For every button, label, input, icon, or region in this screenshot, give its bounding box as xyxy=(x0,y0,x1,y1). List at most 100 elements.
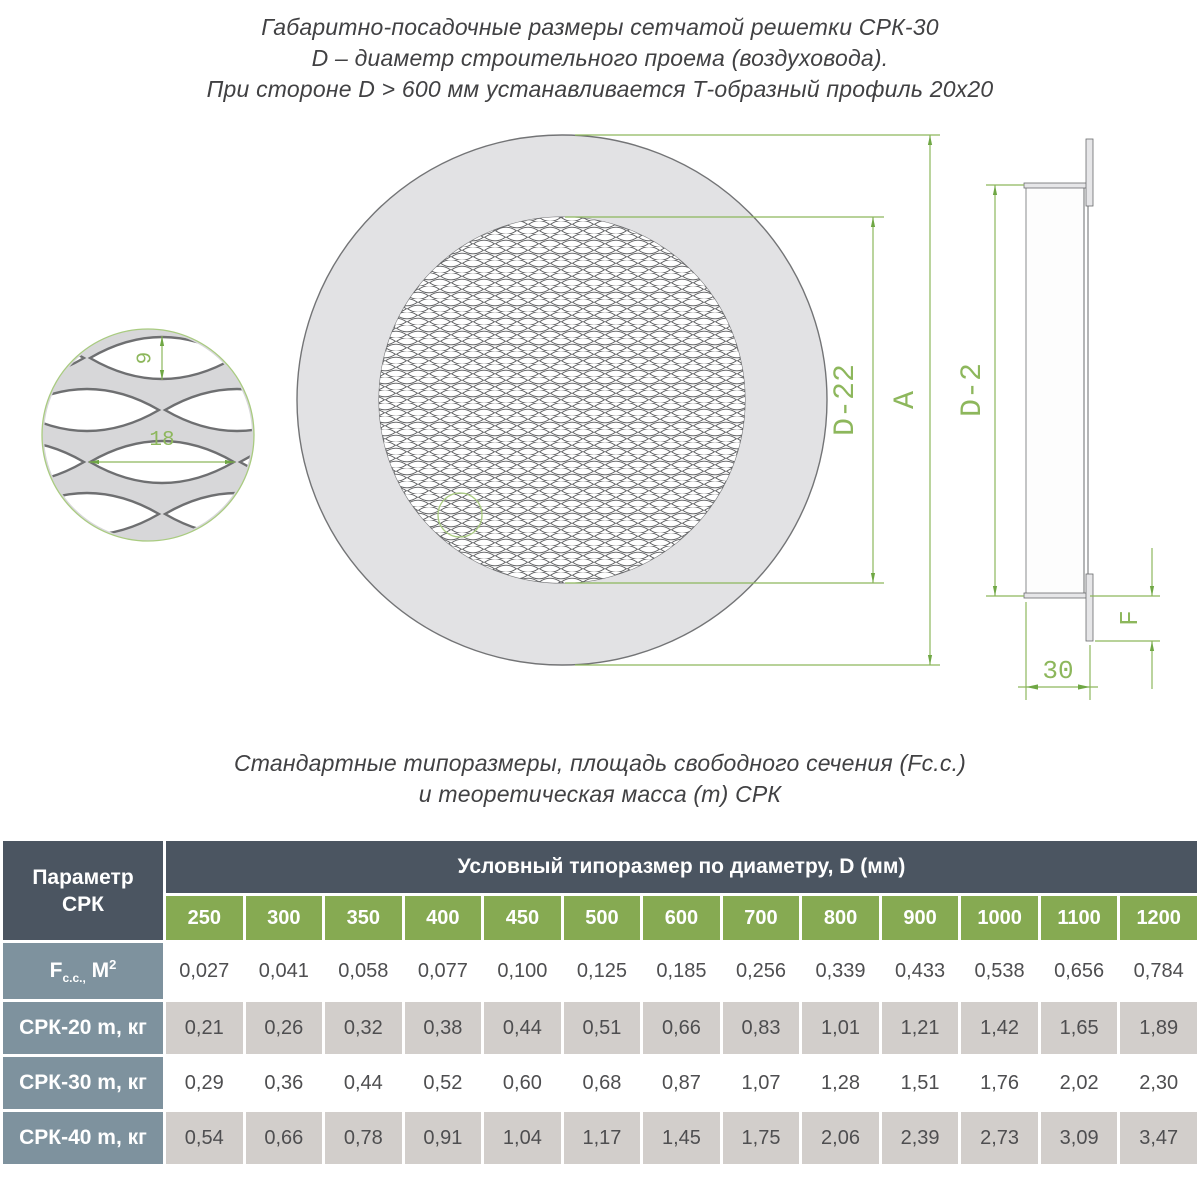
value-cell: 0,38 xyxy=(404,1002,482,1054)
table-caption: Стандартные типоразмеры, площадь свободн… xyxy=(0,748,1200,810)
row-label-fss: Fс.с., М2 xyxy=(3,943,163,999)
mesh-pattern-large xyxy=(44,331,252,539)
size-header-cell: 450 xyxy=(484,896,561,940)
value-cell: 1,75 xyxy=(722,1112,800,1164)
value-cell: 0,66 xyxy=(245,1112,323,1164)
table-row: Fс.с., М2 0,027 0,041 0,058 0,077 0,100 0,125… xyxy=(3,943,1197,999)
size-header-cell: 500 xyxy=(563,896,641,940)
size-header-cell: 400 xyxy=(404,896,482,940)
value-cell: 1,51 xyxy=(881,1057,959,1109)
value-cell: 0,041 xyxy=(245,943,323,999)
title-line-2: D – диаметр строительного проема (воздух… xyxy=(311,45,889,71)
value-cell: 0,256 xyxy=(722,943,800,999)
value-cell: 1,76 xyxy=(961,1057,1038,1109)
title-line-1: Габаритно-посадочные размеры сетчатой ре… xyxy=(261,14,939,40)
value-cell: 0,26 xyxy=(245,1002,323,1054)
top-flange xyxy=(1085,138,1094,207)
size-header-cell: 350 xyxy=(325,896,402,940)
value-cell: 1,07 xyxy=(722,1057,800,1109)
grille-front-view xyxy=(296,134,828,666)
value-cell: 2,30 xyxy=(1120,1057,1197,1109)
dim-label-flange-height: F xyxy=(1115,610,1145,626)
value-cell: 2,39 xyxy=(881,1112,959,1164)
value-cell: 0,058 xyxy=(325,943,402,999)
value-cell: 0,78 xyxy=(325,1112,402,1164)
value-cell: 1,42 xyxy=(961,1002,1038,1054)
value-cell: 0,21 xyxy=(166,1002,243,1054)
depth-arrow-right xyxy=(1078,684,1090,690)
value-cell: 0,784 xyxy=(1120,943,1197,999)
value-cell: 3,09 xyxy=(1040,1112,1118,1164)
size-header-cell: 250 xyxy=(166,896,243,940)
row-label-srk30: СРК-30 m, кг xyxy=(3,1057,163,1109)
value-cell: 0,32 xyxy=(325,1002,402,1054)
front-dimensions xyxy=(565,134,940,666)
detail-callout-circle xyxy=(437,492,483,538)
value-cell: 0,538 xyxy=(961,943,1038,999)
side-dimensions xyxy=(986,184,1160,700)
value-cell: 0,339 xyxy=(802,943,879,999)
value-cell: 0,83 xyxy=(722,1002,800,1054)
size-header-cell: 900 xyxy=(881,896,959,940)
value-cell: 3,47 xyxy=(1120,1112,1197,1164)
value-cell: 1,01 xyxy=(802,1002,879,1054)
value-cell: 0,027 xyxy=(166,943,243,999)
dim-label-inner-diameter: D-22 xyxy=(829,364,863,436)
dim-label-mesh-width: 18 xyxy=(149,429,174,452)
group-header-cell: Условный типоразмер по диаметру, D (мм) xyxy=(166,841,1197,893)
value-cell: 0,29 xyxy=(166,1057,243,1109)
bottom-cap xyxy=(1023,592,1089,599)
value-cell: 0,91 xyxy=(404,1112,482,1164)
dim-label-outer-diameter: A xyxy=(889,391,923,409)
value-cell: 1,89 xyxy=(1120,1002,1197,1054)
value-cell: 0,66 xyxy=(643,1002,720,1054)
table-row: СРК-40 m, кг 0,54 0,66 0,78 0,91 1,04 1,17 1,4… xyxy=(3,1112,1197,1164)
value-cell: 0,44 xyxy=(325,1057,402,1109)
value-cell: 2,02 xyxy=(1040,1057,1118,1109)
header-row-sizes: 250 300 350 400 450 500 600 700 800 900 1000 1100 12… xyxy=(3,896,1197,940)
value-cell: 0,68 xyxy=(563,1057,641,1109)
size-header-cell: 1100 xyxy=(1040,896,1118,940)
value-cell: 1,45 xyxy=(643,1112,720,1164)
value-cell: 0,36 xyxy=(245,1057,323,1109)
caption-line-1: Стандартные типоразмеры, площадь свободн… xyxy=(233,750,967,776)
dim-label-duct-diameter: D-2 xyxy=(956,363,990,417)
value-cell: 0,125 xyxy=(563,943,641,999)
grille-side-view xyxy=(1023,138,1094,642)
value-cell: 0,185 xyxy=(643,943,720,999)
technical-drawing: 9 18 D-22 A xyxy=(41,134,1160,700)
size-table: Параметр СРК Условный типоразмер по диаме… xyxy=(0,838,1200,1167)
param-header-cell: Параметр СРК xyxy=(3,841,163,940)
value-cell: 0,44 xyxy=(484,1002,561,1054)
row-label-srk20: СРК-20 m, кг xyxy=(3,1002,163,1054)
value-cell: 2,06 xyxy=(802,1112,879,1164)
value-cell: 1,28 xyxy=(802,1057,879,1109)
value-cell: 0,60 xyxy=(484,1057,561,1109)
value-cell: 0,077 xyxy=(404,943,482,999)
value-cell: 1,21 xyxy=(881,1002,959,1054)
page-title: Габаритно-посадочные размеры сетчатой ре… xyxy=(0,12,1200,105)
size-header-cell: 1200 xyxy=(1120,896,1197,940)
caption-line-2: и теоретическая масса (m) СРК xyxy=(418,781,782,807)
value-cell: 0,51 xyxy=(563,1002,641,1054)
depth-arrow-left xyxy=(1026,684,1038,690)
value-cell: 1,65 xyxy=(1040,1002,1118,1054)
value-cell: 2,73 xyxy=(961,1112,1038,1164)
size-header-cell: 800 xyxy=(802,896,879,940)
duct-body xyxy=(1027,188,1083,593)
table-row: СРК-30 m, кг 0,29 0,36 0,44 0,52 0,60 0,68 0,8… xyxy=(3,1057,1197,1109)
value-cell: 0,433 xyxy=(881,943,959,999)
size-header-cell: 700 xyxy=(722,896,800,940)
top-cap xyxy=(1023,182,1089,189)
value-cell: 0,100 xyxy=(484,943,561,999)
value-cell: 1,04 xyxy=(484,1112,561,1164)
size-header-cell: 600 xyxy=(643,896,720,940)
dim-label-mesh-height: 9 xyxy=(135,352,158,365)
duct-right-wall xyxy=(1083,188,1089,593)
value-cell: 0,656 xyxy=(1040,943,1118,999)
bottom-flange xyxy=(1085,573,1094,642)
value-cell: 1,17 xyxy=(563,1112,641,1164)
mesh-pattern-small xyxy=(379,217,745,583)
header-row-1: Параметр СРК Условный типоразмер по диаме… xyxy=(3,841,1197,940)
